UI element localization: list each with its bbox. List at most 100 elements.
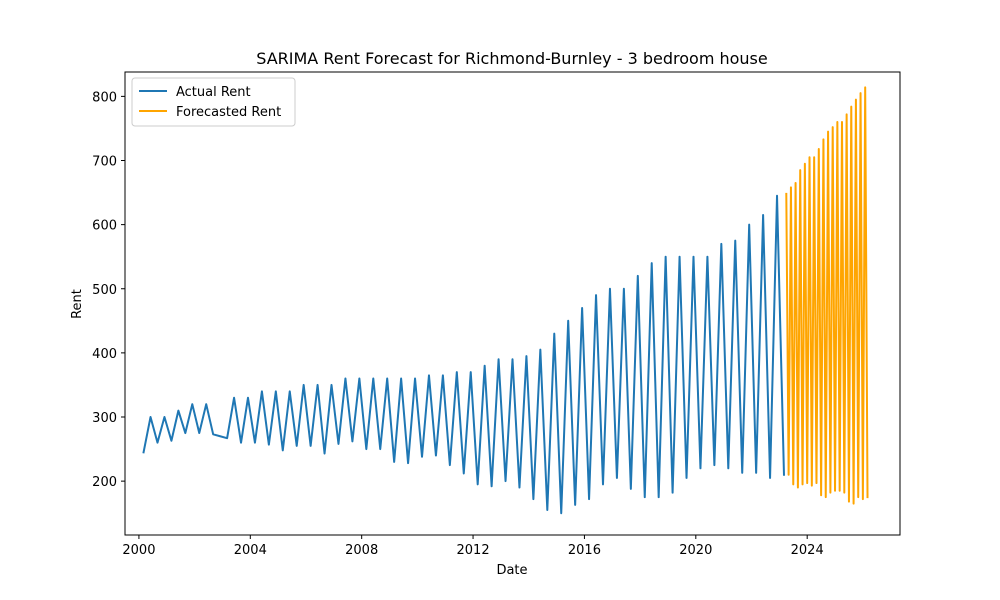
- forecasted-rent-point: [801, 483, 804, 485]
- actual-rent-point: [372, 377, 374, 380]
- actual-rent-point: [783, 474, 785, 476]
- actual-rent-point: [414, 377, 416, 380]
- actual-rent-point: [706, 256, 709, 258]
- actual-rent-point: [323, 452, 326, 455]
- actual-rent-point: [400, 377, 402, 380]
- x-tick-label: 2016: [568, 543, 601, 558]
- actual-rent-point: [191, 403, 193, 405]
- actual-rent-point: [699, 467, 702, 469]
- actual-rent-point: [275, 390, 277, 392]
- actual-rent-point: [497, 358, 500, 360]
- forecasted-rent-point: [862, 498, 864, 500]
- actual-rent-point: [553, 333, 555, 335]
- forecasted-rent-point: [827, 131, 829, 133]
- forecasted-rent-point: [792, 483, 794, 485]
- actual-rent-point: [330, 384, 333, 386]
- actual-rent-point: [637, 275, 639, 277]
- actual-rent-point: [692, 256, 695, 258]
- actual-rent-point: [539, 349, 541, 351]
- actual-rent-point: [261, 390, 263, 392]
- x-tick-label: 2008: [345, 543, 378, 558]
- y-tick-label: 500: [92, 283, 117, 298]
- legend-label-forecast: Forecasted Rent: [176, 105, 281, 120]
- actual-rent-point: [351, 440, 353, 442]
- forecasted-rent-point: [788, 474, 790, 476]
- x-tick-label: 2020: [679, 543, 712, 558]
- actual-rent-point: [504, 480, 507, 482]
- actual-rent-point: [713, 464, 715, 466]
- forecasted-rent-point: [839, 490, 841, 492]
- forecasted-rent-point: [846, 113, 848, 115]
- forecasted-rent-point: [825, 496, 827, 498]
- forecasted-rent-point: [836, 121, 838, 123]
- actual-rent-point: [630, 488, 632, 490]
- actual-rent-point: [727, 467, 729, 469]
- actual-rent-point: [609, 288, 611, 290]
- actual-rent-point: [289, 390, 291, 392]
- x-axis-label: Date: [496, 563, 527, 578]
- legend-box: [131, 77, 296, 127]
- actual-rent-point: [748, 224, 750, 226]
- y-tick-label: 800: [92, 90, 117, 105]
- actual-rent-point: [463, 472, 465, 475]
- forecasted-rent-point: [790, 186, 792, 189]
- actual-rent-point: [588, 498, 590, 500]
- actual-rent-point: [296, 445, 298, 447]
- actual-rent-point: [602, 483, 604, 485]
- forecasted-rent-point: [850, 106, 852, 108]
- actual-rent-point: [198, 432, 200, 434]
- forecasted-rent-line: [785, 86, 869, 505]
- actual-rent-point: [142, 451, 145, 453]
- forecasted-rent-point: [859, 92, 862, 94]
- plot-area: [142, 86, 869, 515]
- actual-rent-point: [678, 256, 681, 258]
- actual-rent-point: [310, 445, 312, 447]
- actual-rent-point: [435, 454, 437, 457]
- actual-rent-point: [560, 512, 562, 514]
- forecasted-rent-point: [829, 492, 831, 494]
- actual-rent-point: [212, 433, 214, 435]
- actual-rent-point: [685, 477, 688, 479]
- actual-rent-point: [470, 371, 472, 373]
- actual-rent-point: [581, 307, 583, 309]
- y-tick-label: 600: [92, 219, 117, 234]
- actual-rent-point: [456, 371, 458, 373]
- actual-rent-point: [734, 240, 736, 242]
- forecasted-rent-point: [785, 193, 787, 195]
- x-tick-label: 2012: [457, 543, 490, 558]
- y-tick-label: 400: [92, 347, 117, 362]
- actual-rent-point: [546, 509, 548, 511]
- forecasted-rent-point: [820, 494, 822, 496]
- x-tick-label: 2024: [791, 543, 824, 558]
- forecasted-rent-point: [866, 496, 869, 498]
- x-axis-ticks: 2000 2004 2008 2012 2016 2020 2024: [122, 535, 824, 558]
- actual-rent-point: [254, 442, 256, 444]
- forecasted-rent-point: [797, 486, 799, 489]
- forecasted-rent-point: [804, 163, 806, 165]
- forecasted-rent-point: [843, 492, 845, 494]
- actual-rent-point: [491, 485, 493, 487]
- y-axis-ticks: 200 300 400 500 600 700 800: [92, 90, 125, 490]
- forecasted-rent-point: [818, 148, 820, 150]
- series-forecasted-rent: [785, 86, 869, 505]
- actual-rent-point: [616, 477, 618, 479]
- actual-rent-point: [658, 496, 660, 498]
- actual-rent-point: [525, 355, 528, 357]
- x-tick-label: 2000: [122, 543, 155, 558]
- actual-rent-point: [762, 214, 764, 216]
- forecasted-rent-point: [806, 482, 808, 484]
- actual-rent-point: [240, 442, 242, 444]
- actual-rent-point: [344, 377, 347, 380]
- chart-title: SARIMA Rent Forecast for Richmond-Burnle…: [256, 49, 767, 68]
- actual-rent-point: [170, 440, 173, 442]
- actual-rent-point: [386, 377, 388, 380]
- actual-rent-point: [337, 443, 340, 445]
- actual-rent-point: [316, 384, 319, 386]
- legend: Actual Rent Forecasted Rent: [131, 77, 296, 127]
- actual-rent-point: [595, 294, 597, 296]
- actual-rent-point: [268, 443, 270, 446]
- actual-rent-point: [205, 403, 207, 405]
- actual-rent-point: [477, 483, 479, 485]
